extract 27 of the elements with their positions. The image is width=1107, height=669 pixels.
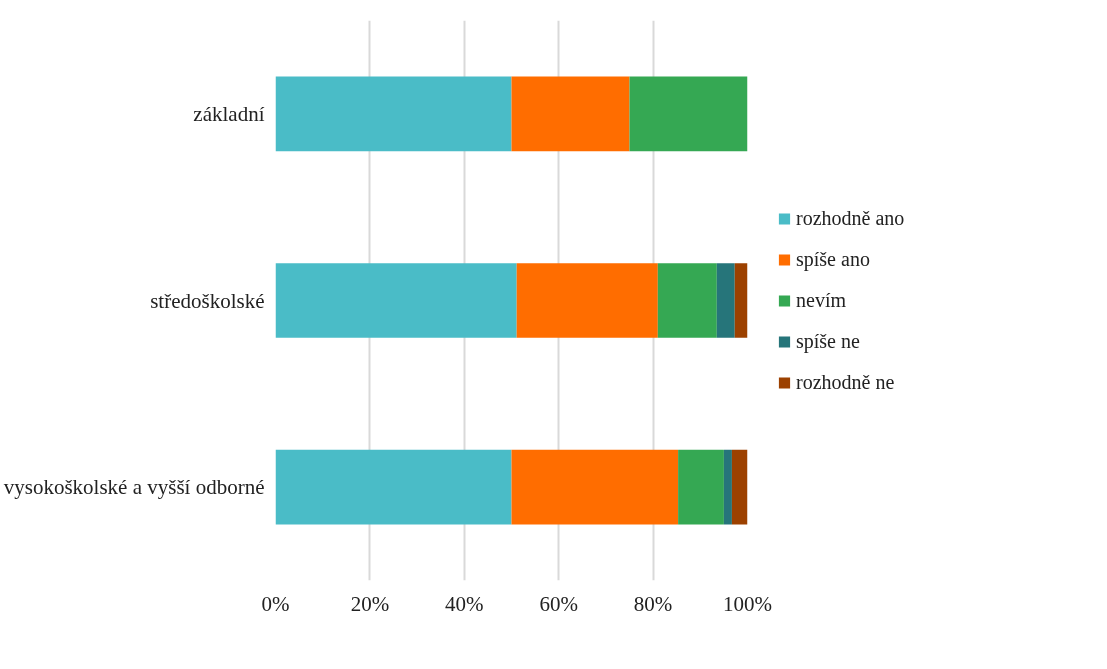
y-tick-label: vysokoškolské a vyšší odborné — [3, 475, 265, 500]
x-tick-label: 0% — [261, 591, 290, 616]
bar — [716, 263, 735, 338]
y-tick-label: středoškolské — [150, 288, 265, 313]
bar — [678, 449, 724, 525]
bar — [275, 449, 512, 525]
bar — [657, 263, 717, 338]
x-tick-label: 60% — [539, 591, 578, 616]
bar — [731, 449, 748, 525]
bar — [275, 263, 517, 338]
bar — [511, 449, 679, 525]
x-tick-label: 100% — [723, 591, 772, 616]
bar — [511, 76, 630, 152]
bar — [275, 76, 512, 152]
legend-label: rozhodně ne — [796, 370, 895, 394]
x-tick-label: 20% — [350, 591, 390, 616]
y-tick-label: základní — [193, 101, 265, 126]
bar — [516, 263, 658, 338]
legend-label: spíše ano — [796, 247, 870, 271]
legend-label: rozhodně ano — [796, 206, 905, 230]
legend-label: nevím — [796, 288, 846, 312]
legend-label: spíše ne — [796, 329, 860, 353]
bar — [629, 76, 748, 152]
x-tick-label: 40% — [445, 591, 484, 616]
x-tick-label: 80% — [633, 591, 673, 616]
bar — [734, 263, 748, 338]
bar — [723, 449, 732, 525]
